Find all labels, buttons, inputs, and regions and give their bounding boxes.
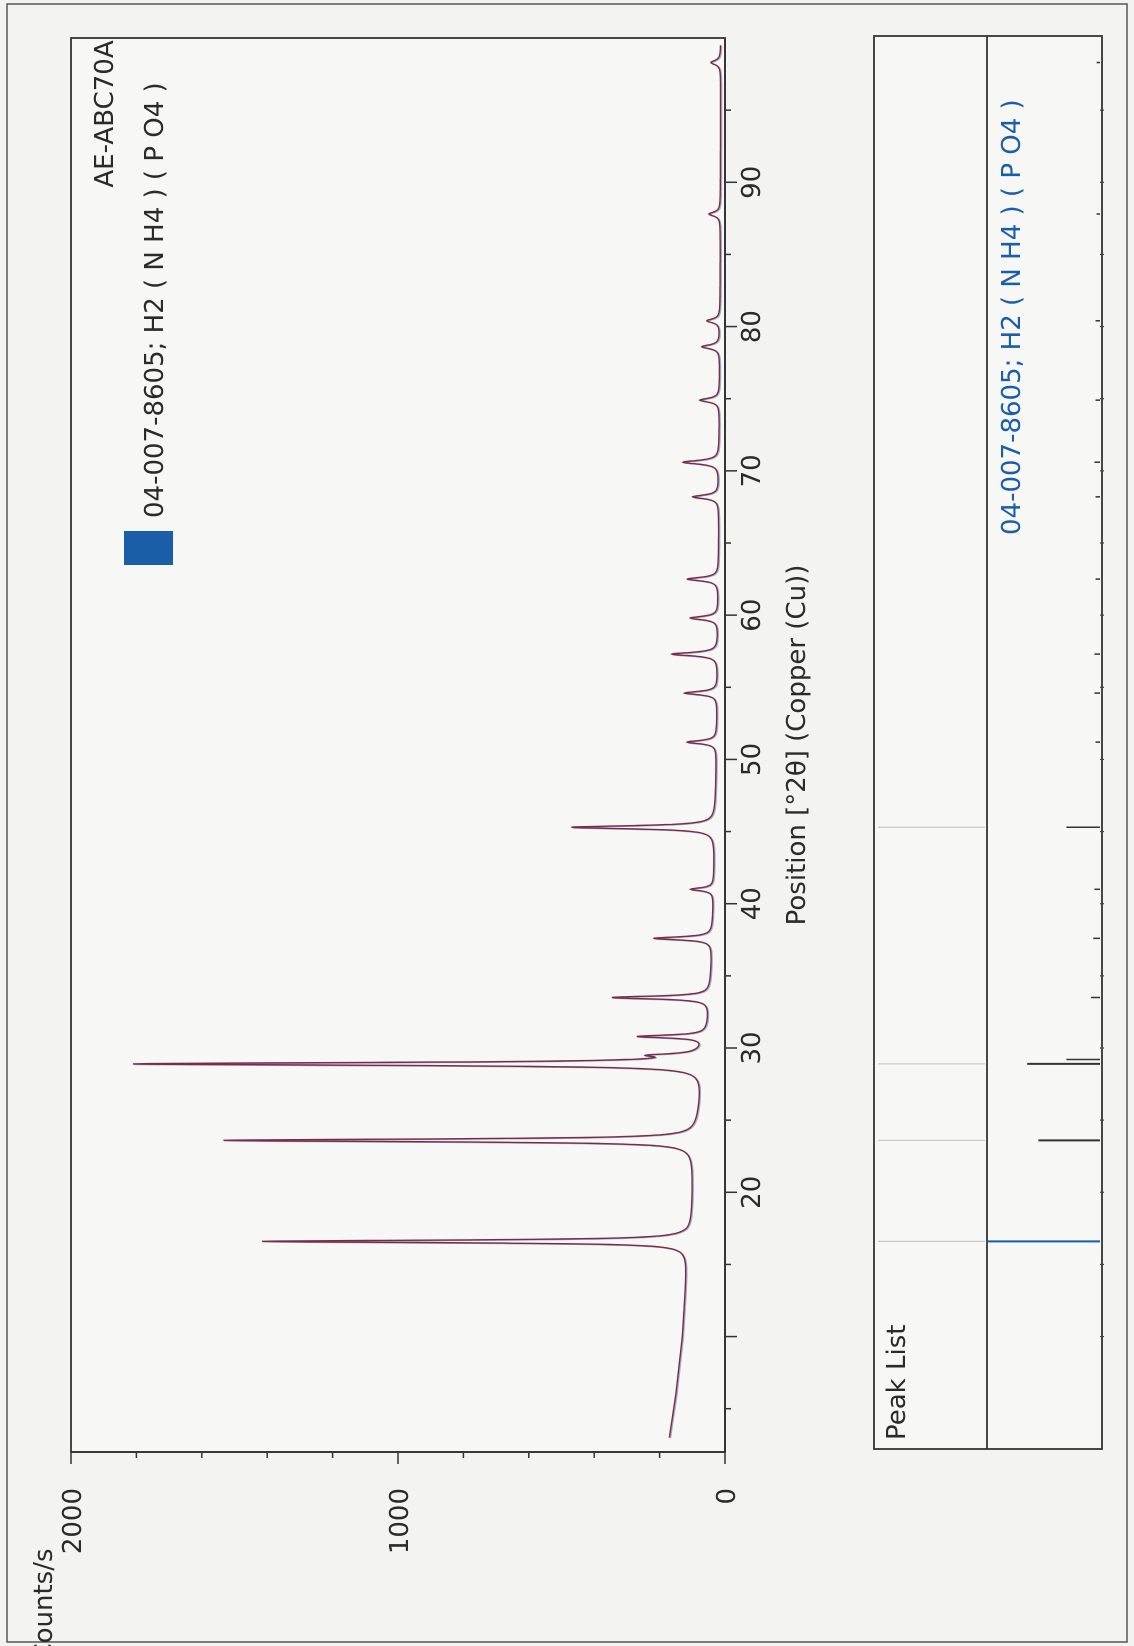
reference-pattern-lines [987, 61, 1100, 1243]
y-tick-label: 2000 [58, 1488, 88, 1554]
x-tick-label: 70 [737, 454, 767, 487]
y-axis-ticks: 0 1000 2000 [58, 1452, 742, 1554]
x-tick-label: 90 [737, 166, 767, 199]
y-axis-label: Counts/s [29, 1548, 59, 1646]
x-axis-label: Position [°2θ] (Copper (Cu)) [782, 565, 812, 926]
page-border [6, 3, 1128, 1643]
peak-list-markers [878, 826, 985, 1242]
legend-swatch [124, 531, 173, 565]
reference-panel-ticks [1100, 109, 1104, 1338]
diffractogram-trace-shadow [134, 45, 723, 1439]
x-tick-label: 60 [737, 599, 767, 632]
x-axis-ticks: 20 30 40 50 60 70 80 90 [725, 109, 767, 1410]
x-tick-label: 40 [737, 887, 767, 920]
x-tick-label: 20 [737, 1176, 767, 1209]
main-plot-frame [70, 37, 726, 1453]
reference-pattern-label: 04-007-8605; H2 ( N H4 ) ( P O4 ) [997, 99, 1027, 535]
y-tick-label: 1000 [385, 1488, 415, 1554]
chart-title: AE-ABC70A [90, 40, 120, 187]
legend-label: 04-007-8605; H2 ( N H4 ) ( P O4 ) [140, 82, 170, 518]
y-tick-label: 0 [712, 1488, 742, 1505]
peak-list-title: Peak List [882, 1325, 912, 1440]
x-tick-label: 50 [737, 743, 767, 776]
diffractogram-series [132, 45, 723, 1439]
peak-list-panel [873, 35, 1103, 1450]
diffractogram-trace [132, 45, 722, 1438]
x-tick-label: 30 [737, 1031, 767, 1064]
x-tick-label: 80 [737, 310, 767, 343]
